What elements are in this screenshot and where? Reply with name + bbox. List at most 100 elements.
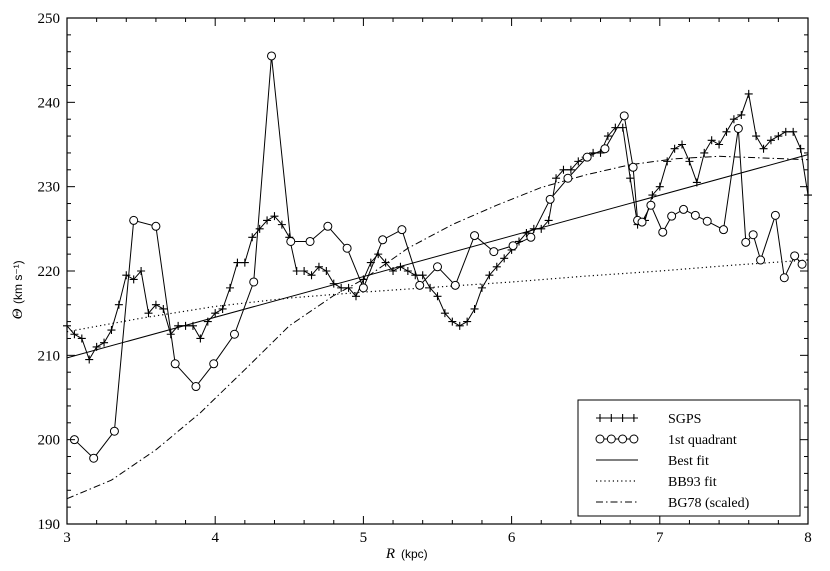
sgps-point [344, 283, 353, 292]
legend-box [577, 399, 801, 517]
quadrant-point [770, 210, 780, 220]
legend-label: BG78 (scaled) [668, 496, 750, 511]
sgps-point [248, 233, 257, 242]
sgps-point [70, 330, 79, 339]
sgps-point [648, 191, 657, 200]
sgps-point [455, 321, 464, 330]
y-tick-label: 220 [38, 264, 61, 280]
quadrant-point [690, 210, 700, 220]
y-tick-label: 240 [38, 95, 61, 111]
sgps-point [403, 267, 412, 275]
sgps-point [440, 309, 449, 318]
sgps-point [500, 254, 509, 263]
sgps-point [122, 271, 131, 280]
quadrant-point [489, 247, 499, 257]
x-axis-title: R [385, 546, 395, 562]
sgps-point [263, 216, 272, 225]
sgps-point [566, 165, 575, 174]
legend-plus-marker [596, 414, 604, 422]
x-axis-unit: (kpc) [401, 547, 428, 561]
quadrant-point [89, 453, 99, 463]
sgps-point [337, 283, 346, 292]
sgps-point [470, 304, 479, 313]
series-line-4 [66, 155, 809, 500]
quadrant-point [526, 232, 536, 242]
quadrant-point [209, 359, 219, 369]
quadrant-point [748, 230, 758, 240]
sgps-point [796, 144, 805, 153]
sgps-point [700, 148, 709, 157]
sgps-point [211, 309, 220, 318]
sgps-point [789, 127, 798, 136]
sgps-point [670, 144, 679, 153]
sgps-point [463, 317, 472, 326]
quadrant-point [342, 243, 352, 253]
quadrant-point [397, 225, 407, 235]
sgps-point [174, 321, 183, 330]
quadrant-point [358, 283, 368, 293]
quadrant-point [628, 162, 638, 172]
quadrant-point [756, 255, 766, 265]
sgps-point [544, 216, 553, 225]
y-axis-title-group: Θ (km s⁻¹) [10, 260, 26, 319]
quadrant-point [702, 216, 712, 226]
series-line-2 [66, 154, 809, 359]
y-axis-unit: (km s⁻¹) [11, 260, 25, 304]
sgps-point [107, 326, 116, 335]
sgps-point [166, 330, 175, 339]
sgps-point [485, 271, 494, 280]
sgps-point [663, 157, 672, 166]
quadrant-point [637, 217, 647, 227]
sgps-point [774, 132, 783, 141]
sgps-point [85, 355, 94, 364]
y-tick-label: 190 [38, 517, 61, 533]
legend-circle-marker [618, 434, 628, 444]
sgps-point [596, 148, 605, 157]
quadrant-point [267, 51, 277, 61]
sgps-point [137, 267, 146, 275]
sgps-point [374, 250, 383, 259]
quadrant-point [733, 123, 743, 133]
quadrant-point [719, 225, 729, 235]
sgps-point [626, 174, 635, 183]
legend: SGPS 1st quadrant Best fit BB93 fit BG78 (sc… [577, 399, 801, 517]
sgps-point [729, 115, 738, 124]
y-tick-label: 230 [38, 180, 61, 196]
sgps-point [351, 292, 360, 301]
quadrant-point [797, 259, 807, 269]
sgps-point [144, 309, 153, 318]
quadrant-point [229, 329, 239, 339]
sgps-point [396, 262, 405, 271]
sgps-point [522, 229, 531, 238]
x-tick-label: 8 [804, 530, 812, 546]
sgps-point [381, 258, 390, 267]
sgps-point [151, 300, 160, 309]
sgps-point [655, 182, 664, 191]
quadrant-point [415, 280, 425, 290]
sgps-point [448, 317, 457, 326]
quadrant-point [619, 111, 629, 121]
legend-label: SGPS [668, 412, 701, 427]
quadrant-point [582, 152, 592, 162]
sgps-point [226, 283, 235, 292]
sgps-point [759, 144, 768, 153]
x-tick-label: 4 [211, 530, 219, 546]
quadrant-point [191, 382, 201, 392]
sgps-point [781, 127, 790, 136]
sgps-point [314, 262, 323, 271]
quadrant-point [433, 262, 442, 272]
sgps-point [277, 220, 286, 229]
sgps-point [618, 123, 627, 132]
sgps-point [426, 283, 435, 292]
legend-circle-marker [606, 434, 616, 444]
quadrant-point [323, 221, 333, 231]
sgps-point [611, 123, 620, 132]
sgps-point [574, 157, 583, 166]
quadrant-point [378, 235, 388, 245]
quadrant-point [658, 227, 668, 237]
quadrant-point [779, 273, 789, 283]
quadrant-point [667, 211, 677, 221]
sgps-point [515, 237, 524, 246]
x-tick-label: 3 [63, 530, 71, 546]
